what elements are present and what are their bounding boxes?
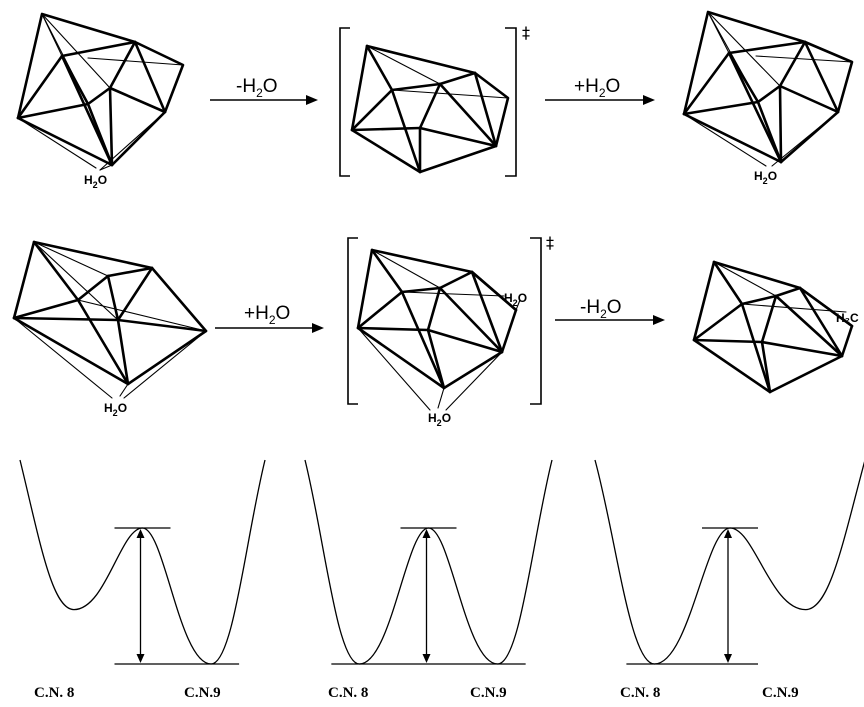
row-associative: H2O +H2O ‡ (12, 233, 859, 428)
cn8-label: C.N. 8 (34, 685, 74, 701)
water-ligand-label: H2O (428, 411, 451, 428)
row-dissociative: H2O -H2O ‡ (16, 10, 854, 190)
water-ligand-edge-label: H₂C (836, 311, 859, 325)
reaction-arrow-loss: -H2O (555, 297, 665, 325)
water-ligand-label: H2O (754, 169, 777, 186)
polyhedron-cn9-reactant: H2O (16, 12, 185, 190)
profile-labels: C.N. 8 C.N.9 C.N. 8 C.N.9 C.N. 8 C.N.9 (34, 685, 799, 701)
polyhedron-cn9-product: H2O (682, 10, 854, 186)
water-ligand-label: H2O (84, 173, 107, 190)
transition-state-cn10: ‡ (347, 233, 554, 428)
barrier-arrowhead-up (136, 529, 145, 538)
energy-curve (19, 459, 266, 665)
energy-curve (594, 459, 864, 665)
energy-curve (304, 459, 553, 665)
barrier-arrowhead-down (724, 654, 732, 663)
reaction-arrow-loss: -H2O (210, 76, 318, 105)
reagent-label: -H2O (236, 76, 278, 100)
reagent-label: +H2O (574, 76, 620, 100)
reaction-arrow-gain: +H2O (545, 76, 655, 105)
polyhedron-cn8-reactant: H2O (12, 240, 208, 418)
cn8-label: C.N. 8 (328, 685, 368, 701)
barrier-arrowhead-up (724, 529, 732, 538)
incoming-water-label: H2O (504, 291, 527, 308)
double-dagger-mark: ‡ (546, 233, 554, 252)
barrier-arrowhead-down (136, 654, 145, 663)
barrier-arrowhead-down (422, 654, 431, 663)
transition-state-cn8: ‡ (339, 23, 530, 177)
double-dagger-mark: ‡ (522, 23, 530, 42)
reagent-label: -H2O (580, 297, 622, 321)
water-ligand-label: H2O (104, 401, 127, 418)
barrier-arrowhead-up (422, 529, 431, 538)
cn9-label: C.N.9 (184, 685, 221, 701)
cn9-label: C.N.9 (762, 685, 799, 701)
energy-profiles (19, 459, 864, 665)
reaction-arrow-gain: +H2O (215, 303, 324, 333)
reagent-label: +H2O (244, 303, 290, 327)
polyhedron-cn9-product: H₂C (692, 260, 859, 394)
cn8-label: C.N. 8 (620, 685, 660, 701)
cn9-label: C.N.9 (470, 685, 507, 701)
